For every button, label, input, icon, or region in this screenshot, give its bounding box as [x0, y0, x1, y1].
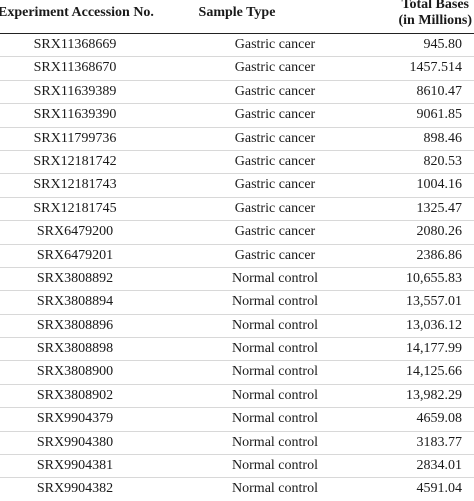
- table-row: SRX11368670 Gastric cancer 1457.514: [0, 57, 474, 81]
- table-row: SRX12181745 Gastric cancer 1325.47: [0, 198, 474, 222]
- cell-accession: SRX12181742: [33, 153, 117, 169]
- cell-sample-type: Gastric cancer: [234, 60, 316, 76]
- cell-total-bases: 8610.47: [416, 83, 463, 99]
- cell-sample-type: Gastric cancer: [234, 83, 316, 99]
- cell-sample-type: Normal control: [232, 364, 318, 380]
- cell-total-bases: 2834.01: [416, 458, 463, 474]
- cell-total-bases: 1325.47: [416, 200, 463, 216]
- header-accession: Experiment Accession No.: [0, 5, 154, 20]
- cell-sample-type: Gastric cancer: [234, 153, 316, 169]
- cell-accession: SRX6479201: [36, 247, 114, 263]
- cell-sample-type: Normal control: [232, 270, 318, 286]
- cell-total-bases: 1004.16: [416, 177, 463, 193]
- table-row: SRX6479201 Gastric cancer 2386.86: [0, 245, 474, 268]
- cell-accession: SRX11799736: [33, 130, 117, 146]
- cell-sample-type: Normal control: [232, 481, 318, 497]
- cell-accession: SRX3808900: [36, 364, 114, 380]
- header-total-bases-line2: (in Millions): [398, 13, 472, 28]
- cell-sample-type: Normal control: [232, 341, 318, 357]
- cell-total-bases: 3183.77: [416, 434, 463, 450]
- cell-total-bases: 13,557.01: [406, 294, 462, 310]
- cell-total-bases: 4591.04: [416, 481, 463, 497]
- header-total-bases: Total Bases (in Millions): [398, 0, 472, 29]
- cell-sample-type: Gastric cancer: [234, 130, 316, 146]
- table-row: SRX11799736 Gastric cancer 898.46: [0, 128, 474, 151]
- table-row: SRX9904382 Normal control 4591.04: [0, 478, 474, 500]
- cell-sample-type: Normal control: [232, 317, 318, 333]
- cell-accession: SRX11368669: [33, 37, 117, 52]
- cell-total-bases: 9061.85: [416, 107, 463, 123]
- cell-total-bases: 13,036.12: [406, 317, 462, 333]
- table-row: SRX6479200 Gastric cancer 2080.26: [0, 221, 474, 245]
- table-row: SRX3808894 Normal control 13,557.01: [0, 291, 474, 315]
- cell-accession: SRX9904382: [36, 481, 114, 497]
- cell-accession: SRX11639389: [33, 83, 117, 99]
- cell-sample-type: Normal control: [232, 294, 318, 310]
- cell-accession: SRX9904379: [36, 411, 114, 427]
- cell-total-bases: 13,982.29: [406, 387, 462, 403]
- cell-total-bases: 820.53: [423, 153, 463, 169]
- cell-accession: SRX3808892: [36, 270, 114, 286]
- cell-sample-type: Gastric cancer: [234, 224, 316, 240]
- table-row: SRX3808896 Normal control 13,036.12: [0, 315, 474, 339]
- table-row: SRX3808900 Normal control 14,125.66: [0, 361, 474, 385]
- cell-total-bases: 4659.08: [416, 411, 463, 427]
- table-row: SRX12181742 Gastric cancer 820.53: [0, 151, 474, 175]
- cell-accession: SRX9904381: [36, 458, 114, 474]
- cell-sample-type: Gastric cancer: [234, 107, 316, 123]
- table-row: SRX3808892 Normal control 10,655.83: [0, 268, 474, 292]
- cell-sample-type: Normal control: [232, 434, 318, 450]
- cell-sample-type: Gastric cancer: [234, 200, 316, 216]
- cell-total-bases: 945.80: [423, 37, 463, 52]
- cell-sample-type: Gastric cancer: [234, 247, 316, 263]
- cell-total-bases: 898.46: [423, 130, 463, 146]
- table-row: SRX9904380 Normal control 3183.77: [0, 432, 474, 456]
- table-row: SRX3808898 Normal control 14,177.99: [0, 338, 474, 362]
- table-body: SRX11368669 Gastric cancer 945.80 SRX113686…: [0, 34, 474, 501]
- table-row: SRX11639389 Gastric cancer 8610.47: [0, 81, 474, 105]
- cell-accession: SRX3808896: [36, 317, 114, 333]
- header-total-bases-line1: Total Bases: [401, 0, 470, 12]
- cell-accession: SRX11368670: [33, 60, 117, 76]
- table-row: SRX9904379 Normal control 4659.08: [0, 408, 474, 432]
- cell-sample-type: Gastric cancer: [234, 37, 316, 52]
- cell-sample-type: Normal control: [232, 387, 318, 403]
- header-sample-type: Sample Type: [198, 5, 276, 20]
- cell-total-bases: 14,177.99: [406, 341, 462, 357]
- cell-accession: SRX12181745: [33, 200, 117, 216]
- cell-total-bases: 14,125.66: [406, 364, 462, 380]
- table-row: SRX12181743 Gastric cancer 1004.16: [0, 174, 474, 198]
- cell-accession: SRX3808894: [36, 294, 114, 310]
- cell-total-bases: 2080.26: [416, 224, 463, 240]
- table-header: Experiment Accession No. Sample Type Tot…: [0, 0, 474, 34]
- cell-accession: SRX11639390: [33, 107, 117, 123]
- table-row: SRX11639390 Gastric cancer 9061.85: [0, 104, 474, 128]
- cell-sample-type: Normal control: [232, 458, 318, 474]
- cell-sample-type: Gastric cancer: [234, 177, 316, 193]
- cell-accession: SRX6479200: [36, 224, 114, 240]
- cell-sample-type: Normal control: [232, 411, 318, 427]
- cell-accession: SRX12181743: [33, 177, 117, 193]
- table-row: SRX11368669 Gastric cancer 945.80: [0, 34, 474, 58]
- table-row: SRX3808902 Normal control 13,982.29: [0, 385, 474, 409]
- cell-accession: SRX3808902: [36, 387, 114, 403]
- cell-total-bases: 1457.514: [409, 60, 463, 76]
- cell-total-bases: 2386.86: [416, 247, 463, 263]
- cell-total-bases: 10,655.83: [406, 270, 462, 286]
- cell-accession: SRX3808898: [36, 341, 114, 357]
- cell-accession: SRX9904380: [36, 434, 114, 450]
